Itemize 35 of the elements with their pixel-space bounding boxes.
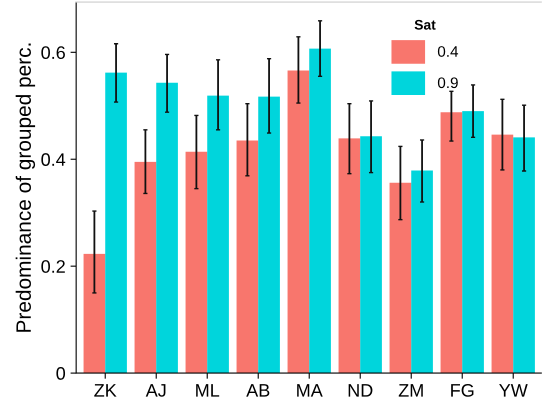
bar — [156, 82, 178, 374]
bar — [207, 96, 229, 374]
bar — [390, 182, 412, 374]
x-tick-label: FG — [451, 384, 474, 397]
legend-title: Sat — [414, 20, 436, 30]
y-tick-label: 0.6 — [41, 46, 65, 60]
bar — [338, 138, 360, 374]
legend-label: 0.9 — [438, 77, 458, 88]
bar — [105, 72, 127, 374]
x-tick-label: ZK — [94, 384, 117, 397]
x-tick-label: ML — [196, 384, 220, 397]
bar — [492, 134, 514, 374]
bar — [440, 112, 462, 374]
bar — [288, 70, 310, 374]
bar — [360, 136, 382, 374]
bar — [186, 152, 208, 374]
y-tick-label: 0 — [56, 367, 66, 380]
bar — [411, 170, 433, 374]
bar — [309, 48, 331, 374]
bar — [462, 111, 484, 374]
bar — [134, 162, 156, 374]
x-tick-label: ZM — [398, 384, 423, 397]
x-tick-label: AJ — [146, 384, 166, 397]
bar — [236, 140, 258, 374]
bar — [258, 96, 280, 374]
x-tick-label: ND — [348, 384, 372, 397]
legend-label: 0.4 — [438, 46, 458, 57]
x-tick-label: AB — [246, 384, 270, 397]
bar — [84, 254, 106, 374]
bar — [513, 137, 535, 374]
x-tick-label: MA — [297, 384, 323, 397]
y-axis-title: Predominance of grouped perc. — [16, 44, 36, 332]
y-tick-label: 0.2 — [41, 260, 65, 273]
y-tick-label: 0.4 — [41, 153, 66, 166]
x-tick-label: YW — [499, 384, 528, 397]
